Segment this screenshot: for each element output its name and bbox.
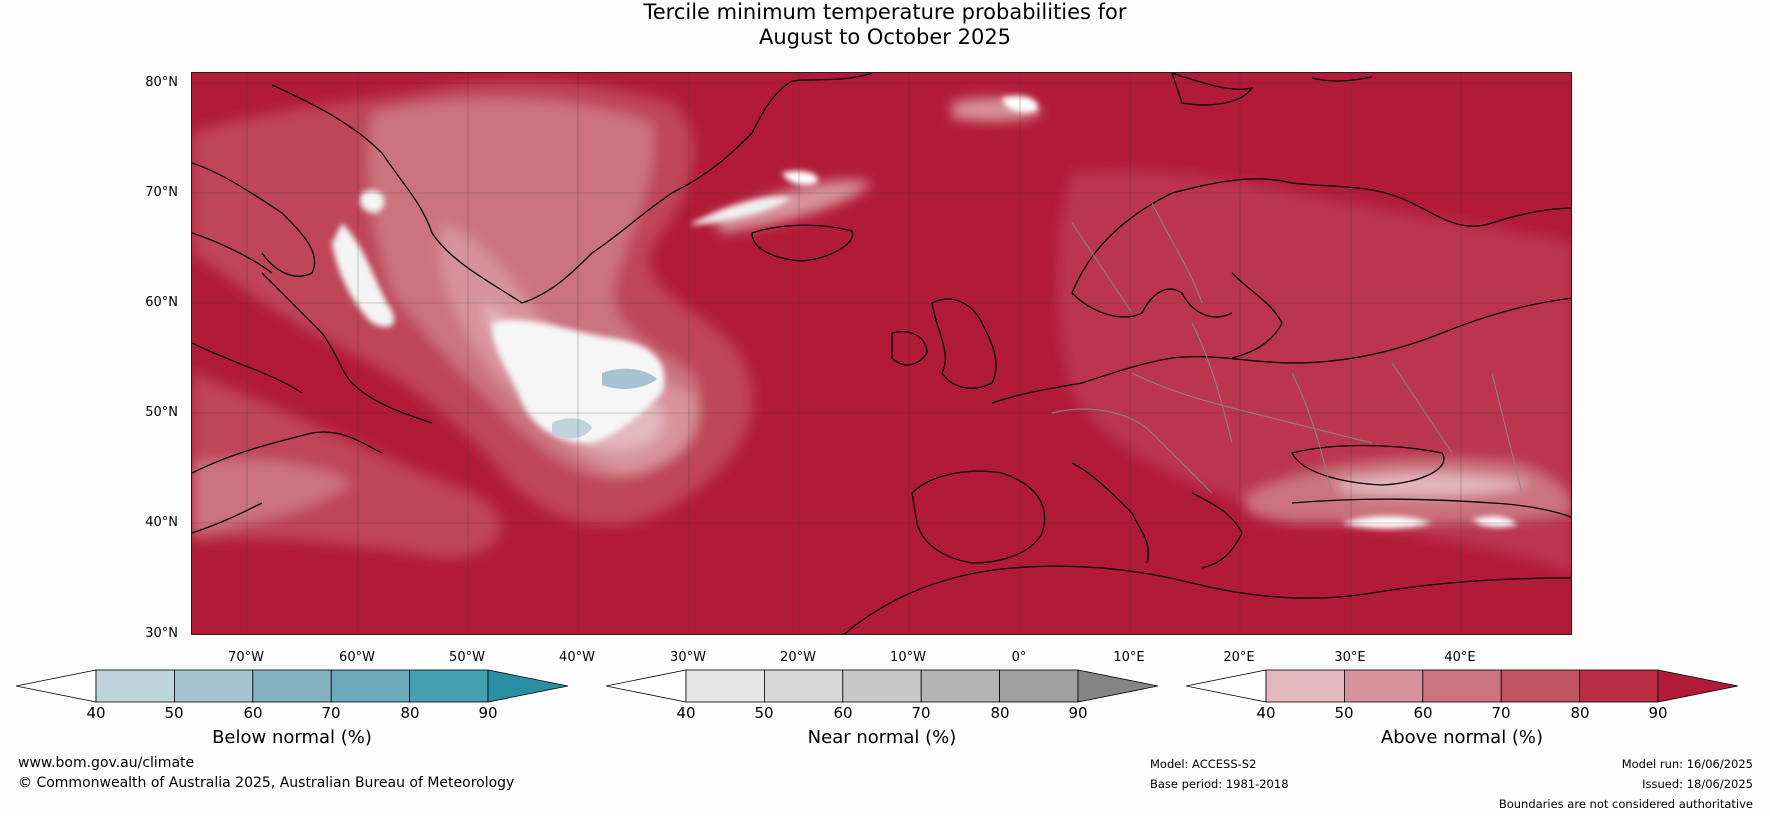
cbar-above-tick: 50	[1334, 704, 1354, 722]
lat-label-70n: 70°N	[145, 185, 178, 200]
lon-label-10w: 10°W	[890, 650, 926, 665]
disclaimer-text: Boundaries are not considered authoritat…	[1498, 797, 1753, 811]
colorbar-below-normal	[16, 669, 568, 703]
cbar-below-tick: 80	[400, 704, 420, 722]
cbar-near-tick: 60	[833, 704, 853, 722]
lon-label-10e: 10°E	[1113, 650, 1145, 665]
colorbar-segment	[252, 669, 332, 703]
model-text: Model: ACCESS-S2	[1150, 757, 1257, 771]
near-normal-areas	[332, 96, 1517, 529]
cbar-above-tick: 80	[1570, 704, 1590, 722]
cbar-below-tick: 40	[86, 704, 106, 722]
probability-map	[191, 72, 1572, 635]
colorbar-above-low-triangle	[1186, 669, 1267, 703]
cbar-below-tick: 60	[243, 704, 263, 722]
cbar-below-tick: 50	[164, 704, 184, 722]
lat-label-60n: 60°N	[145, 295, 178, 310]
lon-label-30w: 30°W	[670, 650, 706, 665]
colorbar-segment	[173, 669, 254, 703]
model-run-text: Model run: 16/06/2025	[1621, 757, 1753, 771]
lon-label-0: 0°	[1011, 650, 1027, 665]
map-title: Tercile minimum temperature probabilitie…	[0, 0, 1770, 50]
lon-label-60w: 60°W	[339, 650, 375, 665]
colorbar-segment	[1500, 669, 1581, 703]
lon-label-40w: 40°W	[559, 650, 595, 665]
cbar-above-tick: 40	[1256, 704, 1276, 722]
colorbar-near-normal	[606, 669, 1158, 703]
cbar-above-tick: 70	[1491, 704, 1511, 722]
lon-label-20e: 20°E	[1223, 650, 1255, 665]
colorbar-above-normal	[1186, 669, 1738, 703]
lat-label-40n: 40°N	[145, 515, 178, 530]
cbar-near-tick: 80	[990, 704, 1010, 722]
lon-label-50w: 50°W	[449, 650, 485, 665]
lat-label-80n: 80°N	[145, 75, 178, 90]
colorbar-segment	[1579, 669, 1659, 703]
colorbar-near-label: Near normal (%)	[807, 727, 957, 748]
cbar-near-tick: 40	[676, 704, 696, 722]
colorbar-segment	[95, 669, 175, 703]
colorbar-below-low-triangle	[16, 669, 97, 703]
lon-label-20w: 20°W	[780, 650, 816, 665]
colorbar-above-label: Above normal (%)	[1380, 727, 1544, 748]
cbar-above-tick: 90	[1648, 704, 1668, 722]
below-normal-areas	[552, 368, 657, 439]
base-period-text: Base period: 1981-2018	[1150, 777, 1289, 791]
colorbar-segment	[1343, 669, 1424, 703]
colorbar-segment	[409, 669, 489, 703]
cbar-near-tick: 90	[1068, 704, 1088, 722]
graticule	[192, 73, 1571, 634]
cbar-near-tick: 70	[911, 704, 931, 722]
colorbar-above-high-triangle	[1657, 669, 1738, 703]
issued-text: Issued: 18/06/2025	[1642, 777, 1753, 791]
lat-label-50n: 50°N	[145, 405, 178, 420]
colorbar-segment	[763, 669, 844, 703]
title-line-1: Tercile minimum temperature probabilitie…	[643, 0, 1127, 24]
colorbar-segment	[1422, 669, 1502, 703]
colorbar-near-low-triangle	[606, 669, 687, 703]
colorbar-segment	[920, 669, 1001, 703]
lon-label-70w: 70°W	[228, 650, 264, 665]
lon-label-40e: 40°E	[1444, 650, 1476, 665]
colorbar-segment	[842, 669, 922, 703]
lon-label-30e: 30°E	[1334, 650, 1366, 665]
copyright-text: © Commonwealth of Australia 2025, Austra…	[18, 775, 515, 791]
cbar-above-tick: 60	[1413, 704, 1433, 722]
cbar-below-tick: 70	[321, 704, 341, 722]
colorbar-segment	[999, 669, 1079, 703]
title-line-2: August to October 2025	[758, 25, 1012, 49]
colorbar-segment	[1265, 669, 1345, 703]
colorbar-segment	[330, 669, 411, 703]
colorbar-below-label: Below normal (%)	[212, 727, 372, 748]
map-canvas	[192, 73, 1571, 634]
lat-label-30n: 30°N	[145, 626, 178, 641]
website-link[interactable]: www.bom.gov.au/climate	[18, 755, 195, 771]
country-borders	[1051, 202, 1523, 494]
cbar-near-tick: 50	[754, 704, 774, 722]
colorbar-below-high-triangle	[487, 669, 568, 703]
colorbar-near-high-triangle	[1077, 669, 1158, 703]
cbar-below-tick: 90	[478, 704, 498, 722]
colorbar-segment	[685, 669, 765, 703]
